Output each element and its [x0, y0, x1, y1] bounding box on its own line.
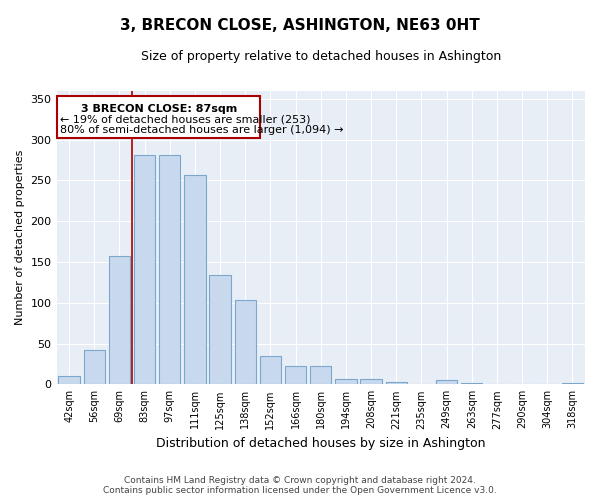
- Bar: [285, 366, 307, 384]
- Bar: [310, 366, 331, 384]
- Text: 80% of semi-detached houses are larger (1,094) →: 80% of semi-detached houses are larger (…: [59, 125, 343, 135]
- Bar: [134, 155, 155, 384]
- Text: 3, BRECON CLOSE, ASHINGTON, NE63 0HT: 3, BRECON CLOSE, ASHINGTON, NE63 0HT: [120, 18, 480, 32]
- X-axis label: Distribution of detached houses by size in Ashington: Distribution of detached houses by size …: [156, 437, 485, 450]
- Bar: [361, 380, 382, 384]
- Title: Size of property relative to detached houses in Ashington: Size of property relative to detached ho…: [140, 50, 501, 63]
- Bar: [260, 356, 281, 384]
- Bar: [235, 300, 256, 384]
- Y-axis label: Number of detached properties: Number of detached properties: [15, 150, 25, 325]
- Text: ← 19% of detached houses are smaller (253): ← 19% of detached houses are smaller (25…: [59, 114, 310, 124]
- Bar: [386, 382, 407, 384]
- Bar: [159, 155, 181, 384]
- Bar: [109, 256, 130, 384]
- Text: Contains HM Land Registry data © Crown copyright and database right 2024.
Contai: Contains HM Land Registry data © Crown c…: [103, 476, 497, 495]
- Bar: [436, 380, 457, 384]
- Bar: [335, 378, 356, 384]
- Bar: [58, 376, 80, 384]
- Bar: [83, 350, 105, 384]
- Bar: [209, 275, 231, 384]
- Text: 3 BRECON CLOSE: 87sqm: 3 BRECON CLOSE: 87sqm: [80, 104, 237, 114]
- Bar: [184, 174, 206, 384]
- FancyBboxPatch shape: [57, 96, 260, 138]
